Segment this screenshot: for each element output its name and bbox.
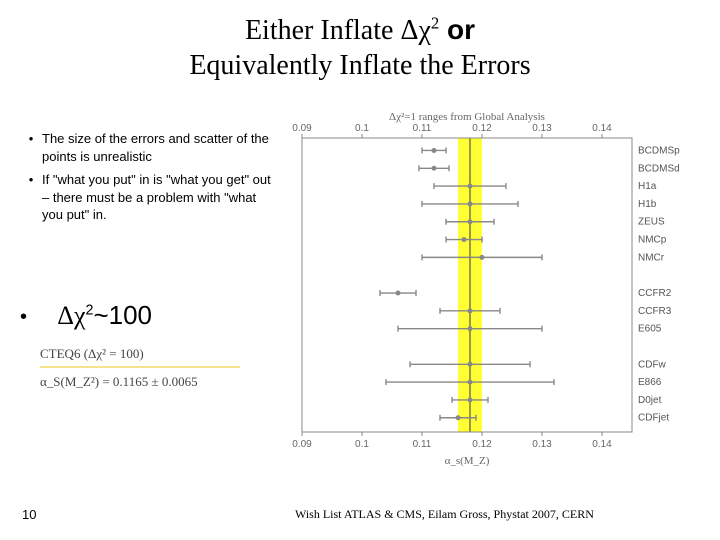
slide-title: Either Inflate Δχ2 or Equivalently Infla…	[0, 0, 720, 83]
svg-text:0.14: 0.14	[592, 439, 612, 450]
chi2-sym: Δχ	[57, 301, 85, 330]
svg-text:0.12: 0.12	[472, 439, 492, 450]
svg-text:NMCp: NMCp	[638, 235, 667, 246]
svg-text:0.1: 0.1	[355, 123, 369, 134]
svg-text:0.13: 0.13	[532, 439, 552, 450]
bullet-marker: •	[20, 306, 50, 329]
svg-text:CCFR2: CCFR2	[638, 288, 672, 299]
equation-line2: α_S(M_Z²) = 0.1165 ± 0.0065	[40, 374, 240, 390]
svg-text:ZEUS: ZEUS	[638, 217, 665, 228]
svg-text:H1a: H1a	[638, 181, 657, 192]
bullet-text: The size of the errors and scatter of th…	[42, 130, 280, 165]
bullet-marker: •	[20, 171, 42, 224]
footer-text: Wish List ATLAS & CMS, Eilam Gross, Phys…	[295, 507, 594, 522]
title-sym: Δχ	[400, 15, 430, 46]
title-sup: 2	[431, 14, 439, 33]
equation-line1: CTEQ6 (Δχ² = 100)	[40, 346, 240, 368]
content-area: • The size of the errors and scatter of …	[0, 110, 720, 540]
list-item: • The size of the errors and scatter of …	[20, 130, 280, 165]
svg-text:NMCr: NMCr	[638, 252, 665, 263]
list-item: • If "what you put" in is "what you get"…	[20, 171, 280, 224]
title-bold: or	[439, 14, 475, 45]
errorbar-plot: 0.09 0.09 0.1 0.1 0.11 0.11 0.12 0.12 0.13 0.13 0.…	[290, 110, 700, 470]
chi2-bullet: • Δχ2~100	[20, 300, 152, 331]
svg-text:0.14: 0.14	[592, 123, 612, 134]
svg-text:0.11: 0.11	[413, 123, 432, 134]
title-part2: Equivalently Inflate the Errors	[189, 50, 530, 81]
svg-text:BCDMSd: BCDMSd	[638, 163, 680, 174]
svg-text:CCFR3: CCFR3	[638, 306, 672, 317]
svg-text:Δχ²=1 ranges from Global Analy: Δχ²=1 ranges from Global Analysis	[389, 111, 545, 123]
svg-text:0.13: 0.13	[532, 123, 552, 134]
svg-text:BCDMSp: BCDMSp	[638, 145, 680, 156]
svg-text:0.12: 0.12	[472, 123, 492, 134]
svg-text:E605: E605	[638, 324, 662, 335]
page-number: 10	[22, 507, 36, 522]
svg-text:CDFjet: CDFjet	[638, 413, 669, 424]
bullet-list: • The size of the errors and scatter of …	[20, 130, 280, 230]
chi2-tail: ~100	[93, 300, 152, 330]
svg-text:D0jet: D0jet	[638, 395, 662, 406]
svg-text:0.09: 0.09	[292, 439, 312, 450]
bullet-text: If "what you put" in is "what you get" o…	[42, 171, 280, 224]
equation-block: CTEQ6 (Δχ² = 100) α_S(M_Z²) = 0.1165 ± 0…	[40, 346, 240, 402]
svg-text:0.1: 0.1	[355, 439, 369, 450]
svg-text:0.11: 0.11	[413, 439, 432, 450]
svg-text:α_s(M_Z): α_s(M_Z)	[445, 455, 490, 467]
svg-text:E866: E866	[638, 377, 662, 388]
svg-text:H1b: H1b	[638, 199, 657, 210]
svg-text:CDFw: CDFw	[638, 359, 667, 370]
svg-text:0.09: 0.09	[292, 123, 312, 134]
title-part1: Either Inflate	[245, 15, 400, 46]
bullet-marker: •	[20, 130, 42, 165]
